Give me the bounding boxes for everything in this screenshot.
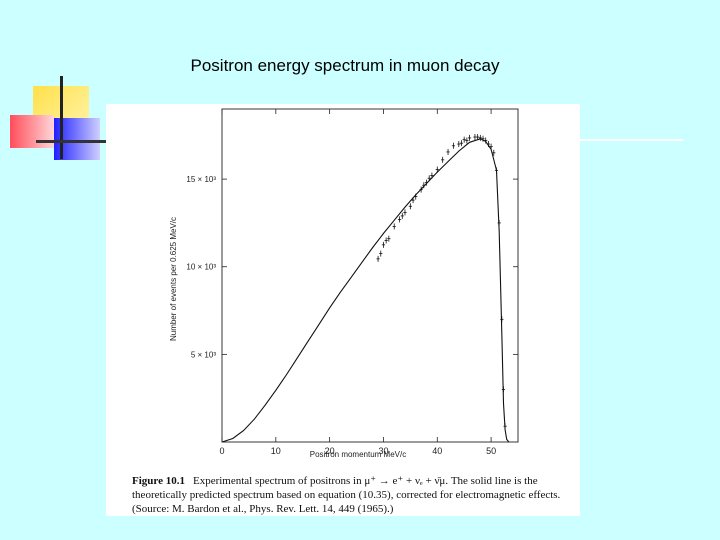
measured-point [408, 203, 412, 210]
measured-point [424, 179, 429, 186]
theory-curve [221, 138, 510, 443]
decor-title-rule [580, 139, 683, 141]
measured-point [457, 141, 461, 148]
measured-point [427, 175, 431, 182]
measured-point [376, 255, 380, 262]
slide-title: Positron energy spectrum in muon decay [190, 56, 500, 75]
decor-red-square [10, 115, 54, 148]
measured-point [381, 241, 386, 248]
measured-point [478, 134, 482, 141]
measured-point [497, 219, 501, 226]
figure-caption: Figure 10.1 Experimental spectrum of posi… [132, 474, 572, 516]
axes-layer [221, 108, 519, 443]
y-tick-label: 10 × 10³ [186, 263, 216, 272]
plot-frame [221, 108, 519, 443]
measured-point [486, 141, 490, 148]
measured-point [503, 423, 507, 430]
measured-point [489, 143, 493, 150]
x-tick-label: 20 [325, 446, 335, 456]
data-layer [221, 134, 510, 443]
measured-point [467, 134, 472, 141]
measured-point [384, 237, 388, 244]
measured-point [500, 316, 504, 323]
y-tick-label: 5 × 10³ [191, 350, 216, 359]
decor-horizontal-line [36, 140, 106, 143]
measured-point [414, 193, 418, 200]
measured-point [403, 209, 407, 216]
measured-point [419, 186, 423, 193]
measured-point [473, 134, 477, 141]
figure-panel: 0 10 20 30 40 50 5 × 10³ 10 × 10³ 15 × 10³ Numbe… [106, 104, 580, 516]
x-tick-label: 40 [432, 446, 442, 456]
y-axis-label: Number of events per 0.625 MeV/c [169, 217, 178, 341]
x-tick-label: 10 [271, 446, 281, 456]
decor-vertical-line [60, 76, 63, 159]
measured-point [441, 156, 445, 163]
measured-point [481, 135, 485, 142]
x-tick-label: 0 [219, 446, 224, 456]
spectrum-chart: 0 10 20 30 40 50 5 × 10³ 10 × 10³ 15 × 10³ Numbe… [169, 108, 519, 459]
measured-point [392, 223, 396, 230]
x-axis-label: Positron momentum MeV/c [310, 450, 406, 459]
measured-point [379, 250, 383, 257]
measured-point [501, 386, 506, 393]
measured-point [430, 172, 434, 179]
measured-point [446, 148, 450, 155]
measured-point [411, 197, 415, 204]
measured-point [451, 142, 456, 149]
measured-point [476, 134, 480, 141]
y-tick-label: 15 × 10³ [186, 175, 216, 184]
x-tick-label: 50 [486, 446, 496, 456]
measured-point [387, 235, 391, 242]
measured-point [400, 212, 404, 219]
caption-text: Experimental spectrum of positrons in μ⁺… [132, 475, 561, 515]
measured-point [422, 182, 426, 189]
ticks-layer: 0 10 20 30 40 50 5 × 10³ 10 × 10³ 15 × 10³ [186, 109, 518, 456]
measured-point [492, 149, 496, 156]
measured-point [398, 216, 402, 223]
x-tick-label: 30 [378, 446, 388, 456]
measured-point [459, 140, 464, 147]
measured-point [484, 137, 488, 144]
measured-point [494, 167, 499, 174]
measured-point [435, 166, 439, 173]
caption-label: Figure 10.1 [132, 475, 185, 487]
measured-point [462, 136, 466, 143]
measured-point [465, 137, 469, 144]
